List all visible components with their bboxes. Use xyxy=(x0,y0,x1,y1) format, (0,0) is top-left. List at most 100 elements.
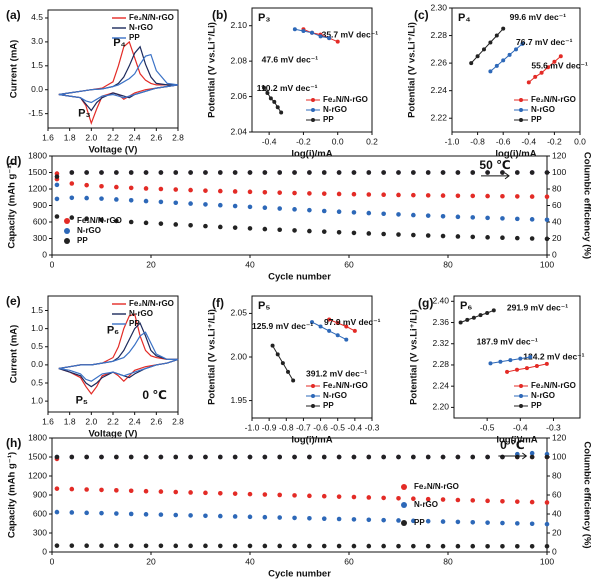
data-point xyxy=(232,203,238,209)
data-point xyxy=(351,210,357,215)
data-point xyxy=(485,544,490,549)
data-point xyxy=(218,454,223,460)
data-point xyxy=(381,211,386,217)
data-point xyxy=(425,170,431,175)
data-point xyxy=(494,63,499,68)
y-tick-label: 1.0 xyxy=(31,323,43,333)
data-point xyxy=(515,194,520,199)
y-tick-label: 1200 xyxy=(28,470,47,480)
x-axis-label: log(i)/mA xyxy=(495,149,536,160)
data-point xyxy=(485,193,490,199)
x-tick-label: 2.8 xyxy=(172,132,184,142)
x-axis-label: log(i)/mA xyxy=(496,435,537,446)
data-point xyxy=(262,170,268,175)
data-point xyxy=(440,170,446,175)
x-tick-label: 1.8 xyxy=(64,416,76,426)
y-tick-label: 0.0 xyxy=(31,84,43,94)
data-point xyxy=(173,489,179,495)
data-point xyxy=(247,189,253,195)
data-point xyxy=(366,192,372,197)
data-point xyxy=(529,521,535,527)
data-point xyxy=(455,519,461,525)
y-tick-label: 2.20 xyxy=(432,402,449,412)
data-point xyxy=(470,454,476,460)
y-axis-label: Current (mA) xyxy=(9,325,20,384)
data-point xyxy=(277,190,283,195)
x-tick-label: -0.3 xyxy=(365,422,380,432)
fit-line xyxy=(328,319,356,332)
y-tick-label: 4.5 xyxy=(31,12,43,22)
y2-tick-label: 40 xyxy=(552,508,562,518)
y-tick-label: 2.08 xyxy=(230,55,247,65)
data-point xyxy=(84,216,89,221)
data-point xyxy=(292,207,297,212)
data-point xyxy=(143,186,149,191)
y-tick-label: 2.04 xyxy=(230,126,247,136)
data-point xyxy=(411,212,416,218)
data-point xyxy=(114,197,119,202)
legend-marker xyxy=(401,502,407,508)
data-point xyxy=(529,194,535,199)
data-point xyxy=(366,543,372,549)
slope-label: 187.9 mV dec⁻¹ xyxy=(477,337,538,347)
data-point xyxy=(292,454,297,460)
data-point xyxy=(544,194,550,199)
data-point xyxy=(262,514,268,520)
annotation: 50 ℃ xyxy=(479,158,510,172)
legend-marker xyxy=(311,404,315,408)
data-point xyxy=(425,193,431,198)
data-point xyxy=(232,225,238,230)
data-point xyxy=(336,209,342,215)
data-point xyxy=(292,228,297,233)
data-point xyxy=(470,215,476,220)
legend-marker xyxy=(401,484,407,490)
data-point xyxy=(396,495,401,501)
y-tick-label: 2.24 xyxy=(430,85,447,95)
y2-tick-label: 100 xyxy=(552,167,566,177)
data-point xyxy=(520,41,525,46)
data-point xyxy=(173,512,179,518)
data-point xyxy=(351,543,357,549)
panel-tag: P₆ xyxy=(460,300,472,312)
y2-tick-label: 100 xyxy=(552,451,566,461)
data-point xyxy=(515,170,520,175)
data-point xyxy=(54,454,60,460)
data-point xyxy=(128,511,134,517)
data-point xyxy=(158,512,164,517)
data-point xyxy=(232,454,238,460)
data-point xyxy=(203,202,208,207)
y-tick-label: 0.5 xyxy=(31,377,43,387)
data-point xyxy=(411,518,416,524)
data-point xyxy=(158,170,164,175)
data-point xyxy=(505,369,510,374)
data-point xyxy=(321,208,327,214)
data-point xyxy=(485,310,490,315)
x-tick-label: 0 xyxy=(50,556,55,566)
data-point xyxy=(425,454,431,460)
plot-frame xyxy=(451,7,581,133)
panel-tag: P₄ xyxy=(458,12,471,24)
x-tick-label: -0.8 xyxy=(279,422,294,432)
y-tick-label: 300 xyxy=(33,233,47,243)
x-tick-label: 0.0 xyxy=(574,136,586,146)
plot-frame xyxy=(453,295,581,419)
legend-label: Fe₂N/N-rGO xyxy=(414,482,459,491)
y-tick-label: 2.06 xyxy=(230,91,247,101)
y-tick-label: 1800 xyxy=(28,432,47,442)
data-point xyxy=(471,315,476,320)
data-point xyxy=(500,544,505,549)
data-point xyxy=(498,359,503,364)
data-point xyxy=(518,356,523,361)
panel: (f) -1.0 -0.9 -0.8 -0.7 -0.6 -0.5 -0.4 -0.3 1.95 2… xyxy=(207,295,381,446)
y-tick-label: 600 xyxy=(33,216,47,226)
data-point xyxy=(158,454,164,460)
panel: (b) -0.4 -0.2 0.0 0.2 2.04 2.06 2.08 2.10 log(i)/… xyxy=(207,7,378,160)
data-point xyxy=(544,236,550,242)
data-point xyxy=(529,454,535,460)
annotation: P₄ xyxy=(113,37,126,49)
x-tick-label: -0.7 xyxy=(296,422,311,432)
data-point xyxy=(526,80,531,85)
y-tick-label: 1.95 xyxy=(230,395,247,405)
legend-marker xyxy=(311,98,315,102)
x-tick-label: -0.4 xyxy=(521,136,536,146)
